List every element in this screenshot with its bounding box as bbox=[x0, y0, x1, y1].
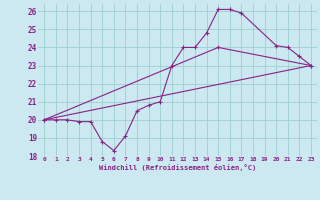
X-axis label: Windchill (Refroidissement éolien,°C): Windchill (Refroidissement éolien,°C) bbox=[99, 164, 256, 171]
